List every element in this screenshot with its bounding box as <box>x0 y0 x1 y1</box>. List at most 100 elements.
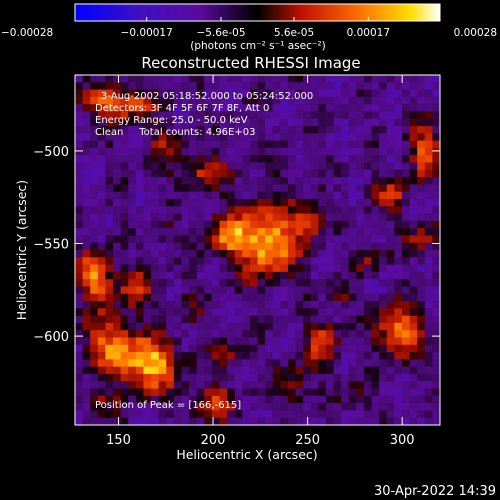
heatmap-cell <box>318 352 327 360</box>
heatmap-cell <box>401 169 410 178</box>
heatmap-cell <box>280 177 289 185</box>
heatmap-cell <box>105 177 114 185</box>
heatmap-cell <box>204 293 213 302</box>
heatmap-cell <box>227 220 236 229</box>
heatmap-cell <box>135 242 144 251</box>
heatmap-cell <box>128 352 137 360</box>
heatmap-cell <box>181 162 190 171</box>
heatmap-cell <box>363 191 372 200</box>
heatmap-cell <box>341 359 350 368</box>
heatmap-cell <box>424 395 433 404</box>
heatmap-cell <box>424 104 433 112</box>
heatmap-cell <box>295 417 304 426</box>
heatmap-cell <box>196 315 205 324</box>
heatmap-cell <box>401 279 410 287</box>
heatmap-cell <box>181 126 190 134</box>
heatmap-cell <box>363 126 372 134</box>
heatmap-cell <box>120 293 129 302</box>
heatmap-cell <box>272 198 281 207</box>
heatmap-cell <box>379 184 388 193</box>
heatmap-cell <box>356 279 365 287</box>
heatmap-cell <box>90 286 99 295</box>
heatmap-cell <box>249 147 258 156</box>
heatmap-cell <box>272 89 281 98</box>
heatmap-cell <box>356 373 365 382</box>
heatmap-cell <box>287 352 296 360</box>
heatmap-cell <box>128 191 137 200</box>
heatmap-cell <box>113 293 122 302</box>
heatmap-cell <box>249 191 258 200</box>
heatmap-cell <box>227 301 236 309</box>
heatmap-cell <box>356 359 365 368</box>
heatmap-cell <box>417 235 426 244</box>
heatmap-cell <box>204 162 213 171</box>
y-tick-label: −500 <box>33 145 69 160</box>
heatmap-cell <box>135 395 144 404</box>
heatmap-cell <box>151 235 160 244</box>
heatmap-cell <box>432 366 441 375</box>
heatmap-cell <box>189 271 198 280</box>
heatmap-cell <box>257 264 266 273</box>
heatmap-cell <box>356 184 365 193</box>
heatmap-cell <box>143 220 152 229</box>
heatmap-cell <box>173 308 182 317</box>
heatmap-cell <box>325 301 334 309</box>
heatmap-cell <box>151 286 160 295</box>
heatmap-cell <box>234 191 243 200</box>
heatmap-cell <box>143 191 152 200</box>
heatmap-cell <box>379 257 388 265</box>
heatmap-cell <box>265 395 274 404</box>
heatmap-cell <box>128 293 137 302</box>
heatmap-cell <box>105 381 114 389</box>
heatmap-cell <box>143 301 152 309</box>
heatmap-cell <box>90 257 99 265</box>
heatmap-cell <box>409 162 418 171</box>
heatmap-cell <box>356 352 365 360</box>
heatmap-cell <box>424 140 433 149</box>
heatmap-cell <box>204 250 213 258</box>
heatmap-cell <box>234 301 243 309</box>
heatmap-cell <box>151 373 160 382</box>
heatmap-cell <box>128 198 137 207</box>
heatmap-cell <box>424 417 433 426</box>
heatmap-cell <box>242 403 251 411</box>
heatmap-cell <box>90 293 99 302</box>
heatmap-cell <box>82 198 91 207</box>
heatmap-cell <box>265 359 274 368</box>
heatmap-cell <box>394 155 403 163</box>
heatmap-cell <box>166 177 175 185</box>
heatmap-cell <box>379 126 388 134</box>
heatmap-cell <box>257 162 266 171</box>
heatmap-cell <box>90 417 99 426</box>
heatmap-cell <box>166 366 175 375</box>
heatmap-cell <box>356 388 365 397</box>
heatmap-cell <box>325 75 334 83</box>
heatmap-cell <box>386 315 395 324</box>
heatmap-cell <box>409 344 418 353</box>
heatmap-cell <box>181 82 190 90</box>
heatmap-cell <box>128 388 137 397</box>
heatmap-cell <box>151 388 160 397</box>
heatmap-cell <box>189 388 198 397</box>
heatmap-cell <box>97 82 106 90</box>
heatmap-cell <box>113 308 122 317</box>
heatmap-cell <box>409 352 418 360</box>
heatmap-cell <box>181 308 190 317</box>
heatmap-cell <box>287 220 296 229</box>
heatmap-cell <box>348 271 357 280</box>
heatmap-cell <box>242 75 251 83</box>
heatmap-cell <box>379 220 388 229</box>
heatmap-cell <box>409 337 418 346</box>
heatmap-cell <box>318 242 327 251</box>
heatmap-cell <box>257 242 266 251</box>
heatmap-cell <box>75 126 83 134</box>
heatmap-cell <box>75 242 83 251</box>
heatmap-cell <box>128 133 137 142</box>
heatmap-cell <box>401 140 410 149</box>
heatmap-cell <box>113 147 122 156</box>
heatmap-cell <box>325 147 334 156</box>
heatmap-cell <box>234 235 243 244</box>
heatmap-cell <box>265 213 274 222</box>
heatmap-cell <box>211 118 220 127</box>
heatmap-cell <box>181 140 190 149</box>
